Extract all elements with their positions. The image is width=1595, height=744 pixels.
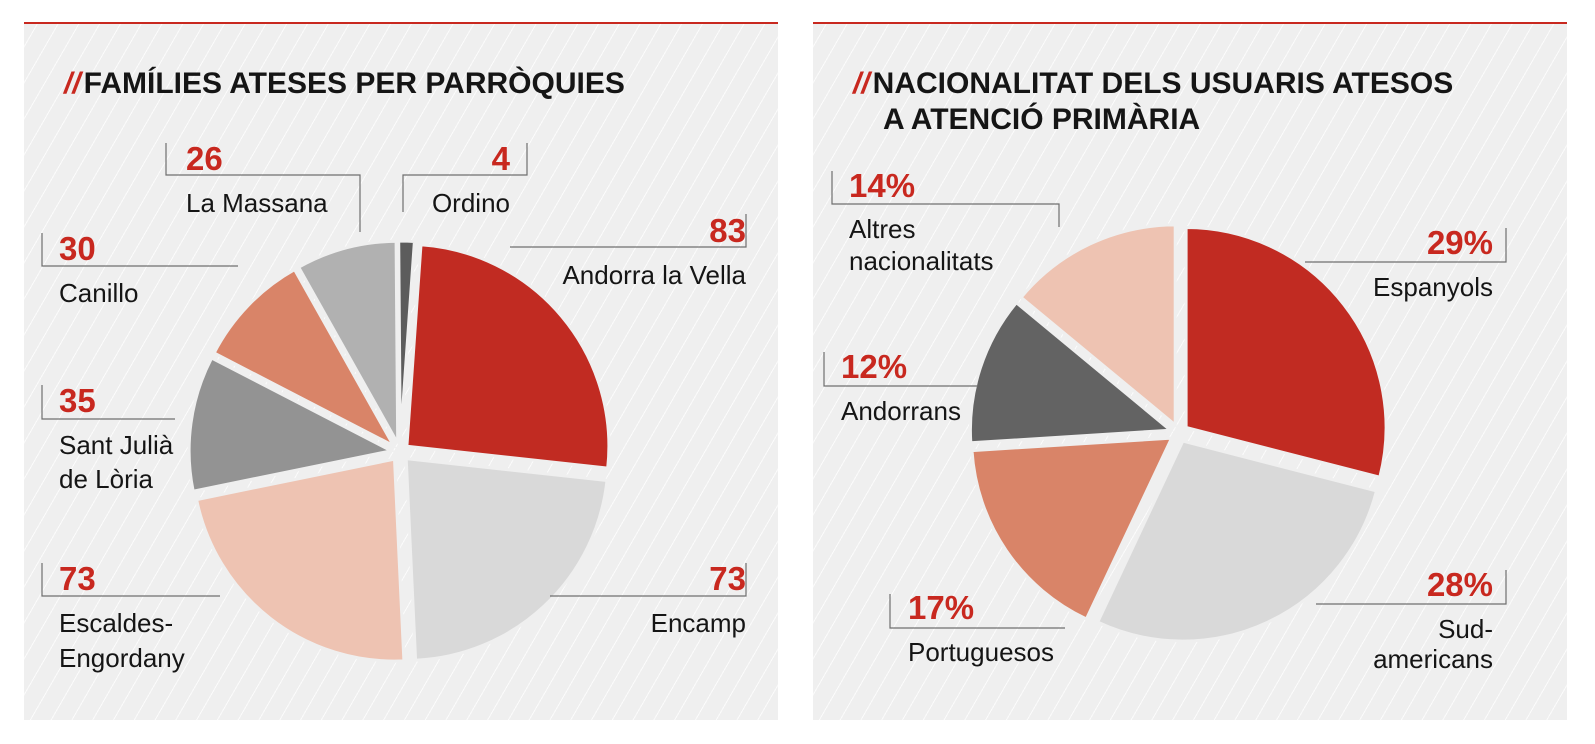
leader-line bbox=[402, 143, 528, 212]
pie-slice-encamp bbox=[404, 456, 609, 662]
category-label: Sant Julià bbox=[59, 430, 174, 460]
leader-line bbox=[510, 214, 747, 248]
category-label: Encamp bbox=[651, 608, 746, 638]
title-slashes: // bbox=[64, 67, 81, 100]
leader-line bbox=[1305, 228, 1507, 263]
title-slashes: // bbox=[853, 67, 870, 100]
value-label: 26 bbox=[186, 140, 223, 177]
slice-label-andorrans: 12% Andorrans bbox=[823, 348, 978, 426]
category-label: Engordany bbox=[59, 643, 185, 673]
slice-label-andorra-la-vella: 83 Andorra la Vella bbox=[510, 212, 747, 290]
slice-label-ordino: 4 Ordino bbox=[402, 140, 528, 218]
chart-title: //FAMÍLIES ATESES PER PARRÒQUIES bbox=[64, 66, 625, 102]
leader-line bbox=[41, 563, 220, 597]
pie-slice-andorrans bbox=[968, 300, 1175, 445]
category-label: Ordino bbox=[432, 188, 510, 218]
leader-line bbox=[889, 594, 1065, 629]
slice-label-la-massana: 26 La Massana bbox=[165, 140, 361, 232]
families-chart-panel: //FAMÍLIES ATESES PER PARRÒQUIES 83 Andor… bbox=[24, 22, 778, 720]
category-label: Canillo bbox=[59, 278, 139, 308]
category-label: La Massana bbox=[186, 188, 328, 218]
category-label: Sud- bbox=[1438, 614, 1493, 644]
pie-slice-la-massana bbox=[296, 239, 400, 445]
leader-line bbox=[1316, 570, 1507, 605]
slice-label-encamp: 73 Encamp bbox=[550, 560, 747, 638]
value-label: 28% bbox=[1427, 566, 1493, 603]
title-text: FAMÍLIES ATESES PER PARRÒQUIES bbox=[83, 67, 625, 100]
value-label: 29% bbox=[1427, 224, 1493, 261]
leader-line bbox=[550, 563, 747, 597]
families-pie-chart: 83 Andorra la Vella 73 Encamp 73 Escaldes- Eng… bbox=[41, 140, 747, 673]
value-label: 83 bbox=[709, 212, 746, 249]
value-label: 35 bbox=[59, 382, 96, 419]
pie-slice-portuguesos bbox=[970, 436, 1175, 621]
title-line-2: A ATENCIÓ PRIMÀRIA bbox=[883, 103, 1201, 136]
leader-line bbox=[41, 385, 175, 420]
slice-label-escaldes-engordany: 73 Escaldes- Engordany bbox=[41, 560, 220, 673]
pie-slice-andorra-la-vella bbox=[405, 243, 611, 470]
leader-line bbox=[165, 143, 361, 232]
value-label: 73 bbox=[59, 560, 96, 597]
pie-slice-canillo bbox=[212, 267, 398, 450]
chart-title: //NACIONALITAT DELS USUARIS ATESOS A ATEN… bbox=[853, 66, 1453, 138]
slice-label-espanyols: 29% Espanyols bbox=[1305, 224, 1507, 302]
leader-line bbox=[41, 233, 238, 267]
nationality-chart-panel: //NACIONALITAT DELS USUARIS ATESOS A ATEN… bbox=[813, 22, 1567, 720]
category-label: americans bbox=[1373, 644, 1493, 674]
pie-slice-escaldes-engordany bbox=[194, 457, 406, 663]
value-label: 17% bbox=[908, 589, 974, 626]
slice-label-canillo: 30 Canillo bbox=[41, 230, 238, 308]
pie-slice-espanyols bbox=[1184, 225, 1388, 480]
category-label: Andorrans bbox=[841, 396, 961, 426]
pie-slice-altres-nacionalitats bbox=[1018, 223, 1177, 429]
category-label: Espanyols bbox=[1373, 272, 1493, 302]
value-label: 30 bbox=[59, 230, 96, 267]
pie-slice-sud-americans bbox=[1095, 439, 1379, 643]
nationality-pie-chart: 29% Espanyols 28% Sud-americans 17% Portugues… bbox=[823, 167, 1507, 674]
value-label: 73 bbox=[709, 560, 746, 597]
value-label: 4 bbox=[492, 140, 511, 177]
category-label: Andorra la Vella bbox=[562, 260, 746, 290]
category-label: nacionalitats bbox=[849, 246, 994, 276]
leader-line bbox=[823, 352, 978, 387]
category-label: de Lòria bbox=[59, 464, 153, 494]
category-label: Altres bbox=[849, 214, 915, 244]
slice-label-portuguesos: 17% Portuguesos bbox=[889, 589, 1065, 667]
value-label: 14% bbox=[849, 167, 915, 204]
pie-slice-sant-julia-de-loria bbox=[187, 355, 396, 493]
slice-label-sant-julia-de-loria: 35 Sant Julià de Lòria bbox=[41, 382, 175, 494]
category-label: Escaldes- bbox=[59, 608, 173, 638]
slice-label-sud-americans: 28% Sud-americans bbox=[1316, 566, 1507, 674]
leader-line bbox=[831, 171, 1060, 227]
title-line-1: NACIONALITAT DELS USUARIS ATESOS bbox=[872, 67, 1454, 100]
category-label: Portuguesos bbox=[908, 637, 1054, 667]
pie-slice-ordino bbox=[397, 239, 417, 444]
value-label: 12% bbox=[841, 348, 907, 385]
